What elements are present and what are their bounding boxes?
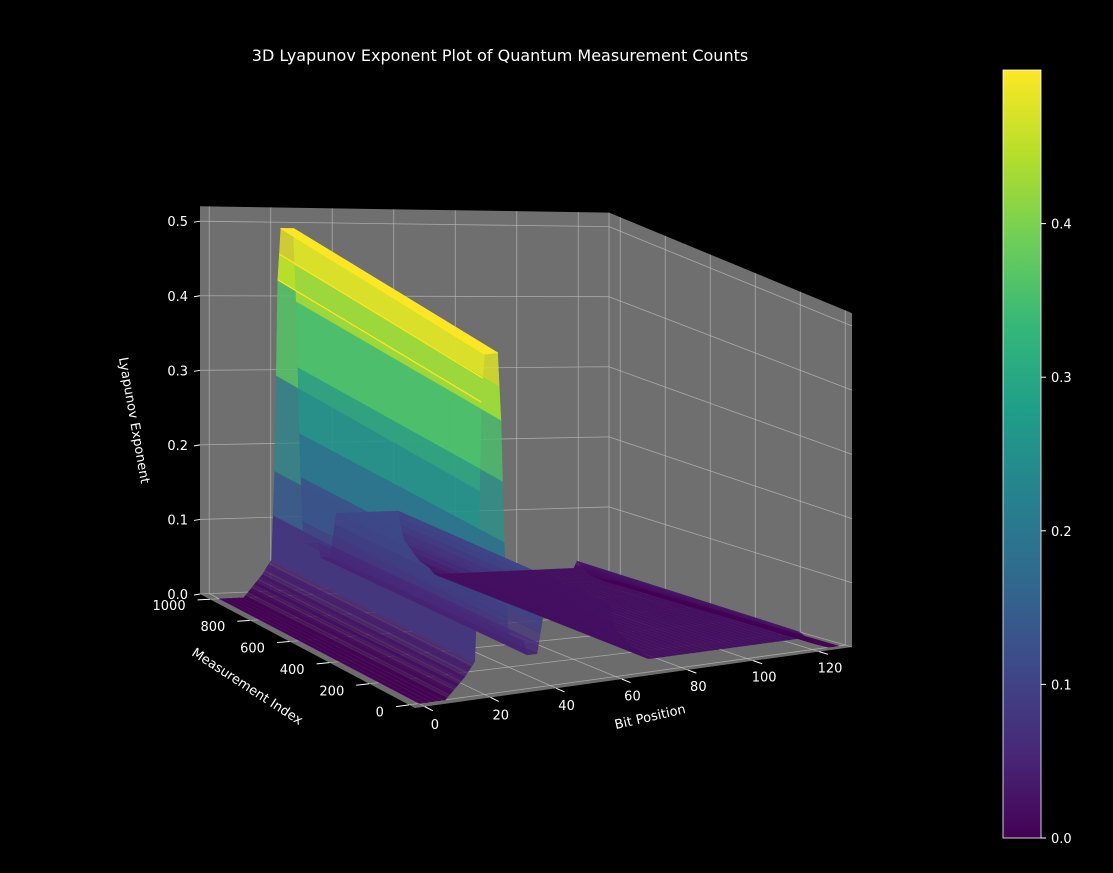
y-tick-label: 600 <box>240 642 265 657</box>
x-tick-label: 40 <box>558 699 575 714</box>
colorbar-tick-label: 0.0 <box>1051 832 1072 847</box>
colorbar-tick-label: 0.3 <box>1051 371 1072 386</box>
surface-ridge <box>277 279 482 403</box>
surface-mesh <box>219 227 839 704</box>
surface-ridge <box>289 227 495 354</box>
gridline-z <box>199 220 610 228</box>
right-pane <box>609 212 852 647</box>
colorbar-tick-label: 0.2 <box>1051 525 1072 540</box>
y-tick-mark <box>356 683 370 686</box>
colorbar-gradient <box>1002 69 1042 839</box>
x-tick-mark <box>753 660 763 665</box>
colorbar: 0.0 0.1 0.2 0.3 0.4 <box>1002 69 1072 847</box>
x-tick-mark <box>490 697 499 702</box>
y-tick-mark <box>197 598 210 601</box>
y-tick-mark <box>395 704 410 708</box>
x-tick-label: 80 <box>690 680 707 695</box>
x-tick-label: 120 <box>818 661 843 676</box>
y-tick-label: 400 <box>280 663 305 678</box>
surface-ridge <box>279 253 484 379</box>
z-tick-label: 0.2 <box>167 439 188 454</box>
gridline-z <box>608 226 853 327</box>
y-tick-mark <box>316 662 330 665</box>
surface-ridge <box>282 227 487 355</box>
y-axis-label: Measurement Index <box>189 646 306 729</box>
y-tick-mark <box>276 641 290 644</box>
x-tick-label: 0 <box>431 718 439 733</box>
x-tick-label: 100 <box>752 671 777 686</box>
x-tick-mark <box>556 687 565 693</box>
y-tick-label: 0 <box>376 706 384 721</box>
z-tick-mark <box>193 220 201 223</box>
z-tick-mark <box>193 444 201 447</box>
z-axis-label: Lyapunov Exponent <box>115 356 152 485</box>
y-tick-mark <box>237 619 250 622</box>
x-tick-label: 20 <box>492 708 509 723</box>
gridline-y <box>408 644 846 706</box>
chart-title: 3D Lyapunov Exponent Plot of Quantum Mea… <box>252 46 748 65</box>
x-tick-mark <box>687 669 697 674</box>
z-tick-label: 0.3 <box>167 364 188 379</box>
gridline-z <box>608 436 853 519</box>
z-tick-label: 0.4 <box>167 290 188 305</box>
colorbar-tick-label: 0.4 <box>1051 218 1072 233</box>
y-tick-label: 800 <box>200 620 225 635</box>
x-axis-label: Bit Position <box>613 702 687 733</box>
x-tick-mark <box>621 678 631 684</box>
surface-ridge <box>291 227 497 354</box>
z-tick-label: 0.1 <box>167 513 188 528</box>
surface-strip <box>612 580 839 647</box>
gridline-z <box>608 506 853 584</box>
x-tick-mark <box>818 651 829 655</box>
surface-ridge <box>286 227 492 355</box>
z-tick-label: 0.5 <box>167 215 188 230</box>
x-tick-mark <box>424 706 434 712</box>
surface-ridge <box>283 227 489 355</box>
surface-ridge <box>285 227 490 355</box>
z-tick-mark <box>193 593 201 596</box>
z-tick-label: 0.0 <box>167 588 188 603</box>
z-tick-mark <box>193 369 201 372</box>
surface-ridge <box>288 227 493 354</box>
y-tick-label: 200 <box>319 684 344 699</box>
colorbar-tick-label: 0.1 <box>1051 678 1072 693</box>
z-tick-mark <box>193 518 201 521</box>
z-tick-mark <box>193 295 201 298</box>
x-tick-label: 60 <box>624 690 641 705</box>
gridline-z <box>608 296 853 391</box>
gridline-z <box>608 366 853 455</box>
y-tick-label: 1000 <box>153 599 186 614</box>
surface-ridge <box>280 227 485 355</box>
surface-ridge <box>292 228 498 354</box>
